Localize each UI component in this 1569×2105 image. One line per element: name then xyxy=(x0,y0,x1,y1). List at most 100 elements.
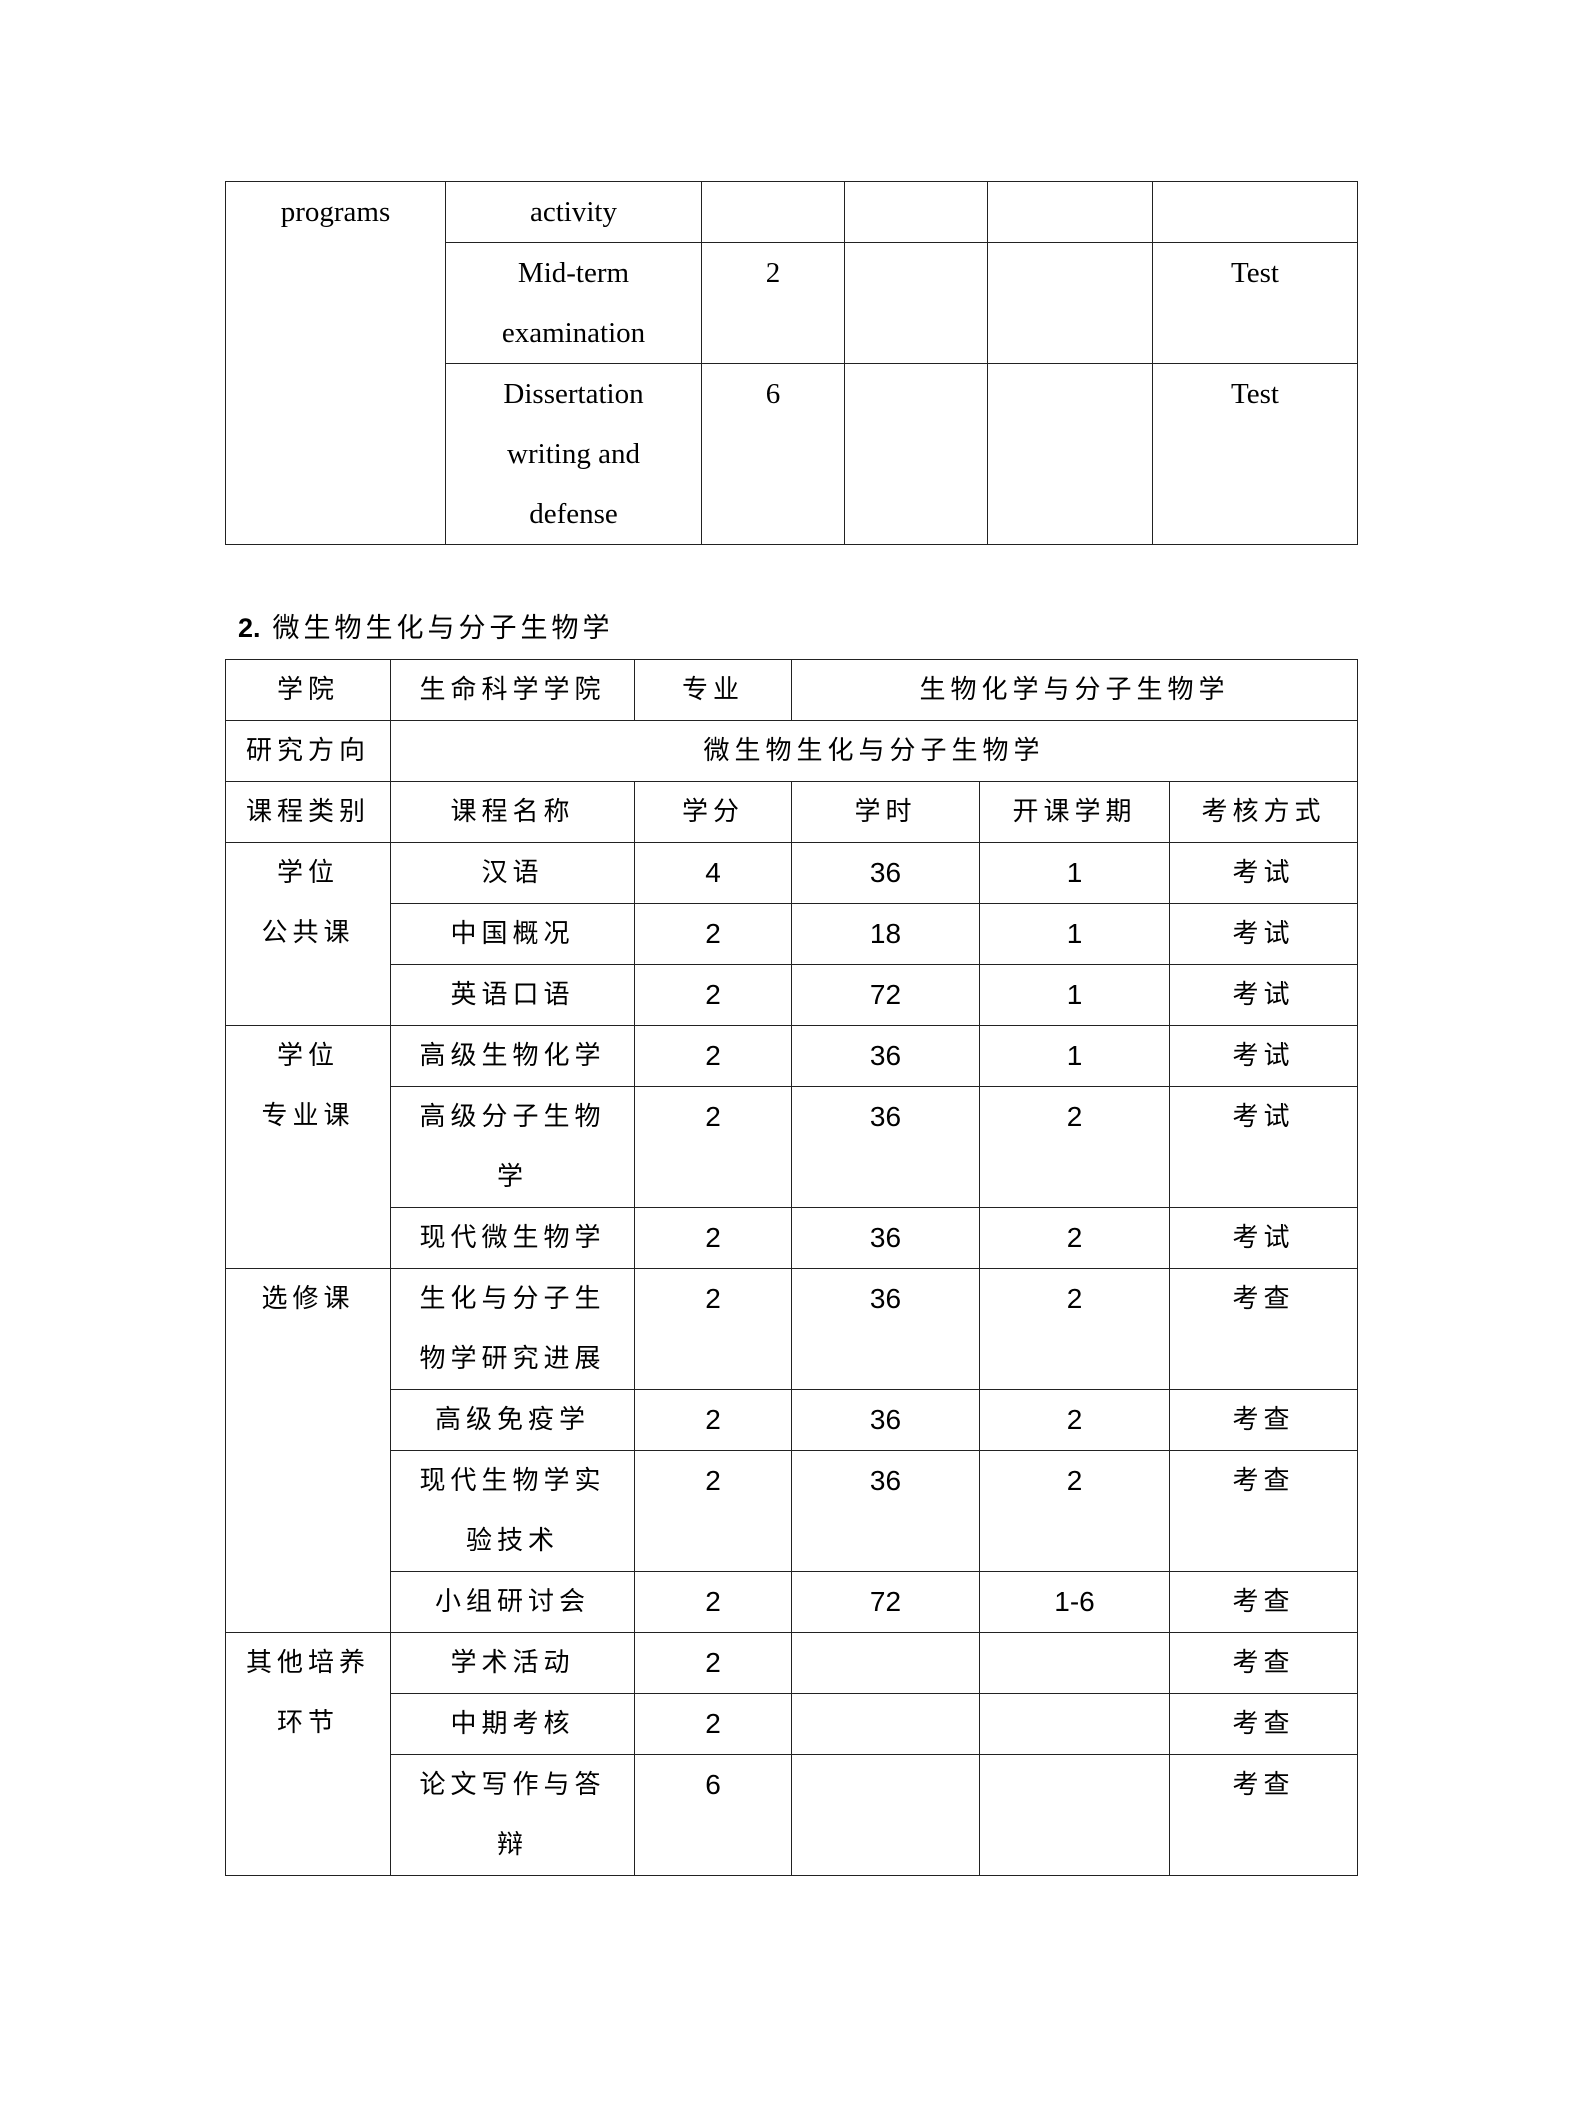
header-hours: 学时 xyxy=(791,781,980,843)
text-line: activity xyxy=(530,196,617,228)
semester-cell: 1-6 xyxy=(979,1571,1170,1633)
text-line: Mid-term xyxy=(517,257,630,289)
text-line: 公共课 xyxy=(261,918,355,948)
text-line: 学位 xyxy=(276,858,339,888)
course-name-cell: 小组研讨会 xyxy=(390,1571,635,1633)
assessment-cell: Test xyxy=(1152,242,1358,364)
text-line: examination xyxy=(501,317,646,349)
course-name-cell: 生化与分子生 物学研究进展 xyxy=(390,1268,635,1390)
table-row: Dissertation writing and defense 6 Test xyxy=(226,363,1358,545)
major-value: 生物化学与分子生物学 xyxy=(791,659,1358,721)
text-line: 小组研讨会 xyxy=(434,1587,590,1617)
table-row: 中期考核 2 考查 xyxy=(226,1693,1358,1755)
hours-cell: 72 xyxy=(791,1571,980,1633)
credit-cell: 2 xyxy=(634,1389,792,1451)
assessment-cell: 考查 xyxy=(1169,1389,1358,1451)
credit-cell: 6 xyxy=(701,363,845,545)
semester-cell: 1 xyxy=(979,842,1170,904)
text-line: 中期考核 xyxy=(450,1709,575,1739)
assessment-cell: Test xyxy=(1152,363,1358,545)
text-line: 验技术 xyxy=(465,1526,559,1556)
text-line: 现代微生物学 xyxy=(419,1223,606,1253)
hours-cell: 18 xyxy=(791,903,980,965)
assessment-cell: 考试 xyxy=(1169,1207,1358,1269)
table-row: 其他培养 环节 学术活动 2 考查 xyxy=(225,1632,1358,1876)
text-line: 汉语 xyxy=(481,858,544,888)
semester-cell xyxy=(987,363,1153,545)
credit-cell: 2 xyxy=(701,242,845,364)
text-line: 英语口语 xyxy=(450,980,575,1010)
table-row: Mid-term examination 2 Test xyxy=(226,242,1358,364)
text-line: 学位 xyxy=(276,1041,339,1071)
course-name-cell: 汉语 xyxy=(390,842,635,904)
hours-cell: 36 xyxy=(791,1207,980,1269)
credit-cell xyxy=(701,181,845,243)
header-course-name: 课程名称 xyxy=(390,781,635,843)
hours-cell: 36 xyxy=(791,1389,980,1451)
category-cell: 学位 公共课 xyxy=(225,842,391,1026)
text-line: 中国概况 xyxy=(450,919,575,949)
text-line: writing and xyxy=(507,438,640,470)
table-header-row: 课程类别 课程名称 学分 学时 开课学期 考核方式 xyxy=(225,781,1358,843)
text-line: 物学研究进展 xyxy=(419,1344,606,1374)
credit-cell: 2 xyxy=(634,1571,792,1633)
hours-cell xyxy=(844,181,988,243)
table-row: 论文写作与答辩 6 考查 xyxy=(226,1754,1358,1876)
major-label: 专业 xyxy=(634,659,792,721)
college-value: 生命科学学院 xyxy=(390,659,635,721)
table-row: 小组研讨会 2 72 1-6 考查 xyxy=(226,1571,1358,1633)
assessment-cell: 考试 xyxy=(1169,964,1358,1026)
text-line: 学术活动 xyxy=(450,1648,575,1678)
hours-cell: 36 xyxy=(791,1086,980,1208)
direction-value: 微生物生化与分子生物学 xyxy=(390,720,1358,782)
college-label: 学院 xyxy=(225,659,391,721)
table-row: 英语口语 2 72 1 考试 xyxy=(226,964,1358,1026)
course-name-cell: 高级生物化学 xyxy=(390,1025,635,1087)
text-line: defense xyxy=(529,498,618,530)
text-line: 选修课 xyxy=(261,1284,355,1314)
header-semester: 开课学期 xyxy=(979,781,1170,843)
text-line: 高级分子生物 xyxy=(419,1102,606,1132)
text-line: 环节 xyxy=(276,1708,339,1738)
assessment-cell: 考查 xyxy=(1169,1268,1358,1390)
text-line: Dissertation xyxy=(503,378,644,410)
category-cell: programs xyxy=(225,181,446,545)
hours-cell: 72 xyxy=(791,964,980,1026)
text-line: 其他培养 xyxy=(245,1648,370,1678)
table-row: 选修课 生化与分子生 物学研究进展 2 36 2 考查 xyxy=(225,1268,1358,1633)
category-cell: 学位 专业课 xyxy=(225,1025,391,1269)
assessment-cell: 考查 xyxy=(1169,1693,1358,1755)
table-row-direction: 研究方向 微生物生化与分子生物学 xyxy=(225,720,1358,782)
assessment-cell: 考试 xyxy=(1169,903,1358,965)
text-line: 高级生物化学 xyxy=(419,1041,606,1071)
semester-cell: 1 xyxy=(979,903,1170,965)
header-category: 课程类别 xyxy=(225,781,391,843)
assessment-cell: 考试 xyxy=(1169,842,1358,904)
course-name-cell: 学术活动 xyxy=(390,1632,635,1694)
table-row: 现代生物学实 验技术 2 36 2 考查 xyxy=(226,1450,1358,1572)
header-credit: 学分 xyxy=(634,781,792,843)
text-line: 现代生物学实 xyxy=(419,1466,606,1496)
hours-cell xyxy=(791,1632,980,1694)
credit-cell: 2 xyxy=(634,964,792,1026)
credit-cell: 2 xyxy=(634,1268,792,1390)
course-name-cell: 高级分子生物学 xyxy=(390,1086,635,1208)
semester-cell: 2 xyxy=(979,1450,1170,1572)
semester-cell: 1 xyxy=(979,1025,1170,1087)
assessment-cell: 考查 xyxy=(1169,1450,1358,1572)
hours-cell xyxy=(791,1693,980,1755)
table-row: 现代微生物学 2 36 2 考试 xyxy=(226,1207,1358,1269)
table-row: 学位 公共课 汉语 4 36 1 考试 xyxy=(225,842,1358,1026)
table-row: 高级免疫学 2 36 2 考查 xyxy=(226,1389,1358,1451)
semester-cell: 2 xyxy=(979,1207,1170,1269)
course-name-cell: Mid-term examination xyxy=(445,242,702,364)
assessment-cell xyxy=(1152,181,1358,243)
course-name-cell: Dissertation writing and defense xyxy=(445,363,702,545)
table-row-college: 学院 生命科学学院 专业 生物化学与分子生物学 xyxy=(225,659,1358,721)
assessment-cell: 考试 xyxy=(1169,1025,1358,1087)
credit-cell: 2 xyxy=(634,1025,792,1087)
hours-cell: 36 xyxy=(791,1025,980,1087)
section-title: 微生物生化与分子生物学 xyxy=(272,613,614,644)
section-number: 2. xyxy=(238,613,261,643)
assessment-cell: 考试 xyxy=(1169,1086,1358,1208)
